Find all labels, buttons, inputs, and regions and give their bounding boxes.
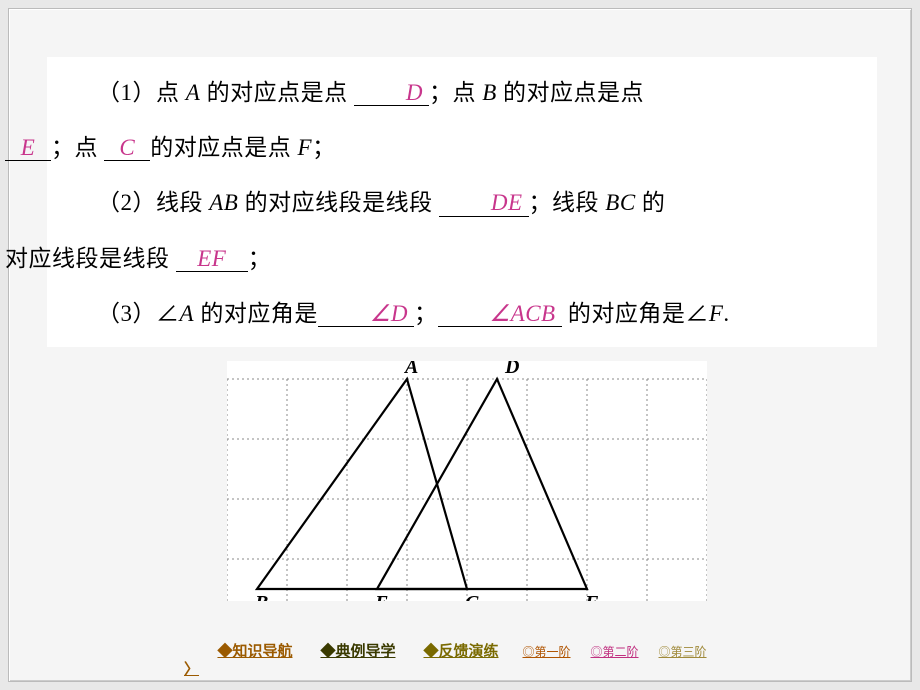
p1-suffix: ； bbox=[312, 135, 336, 160]
p2-ans2: EF bbox=[176, 246, 248, 272]
problem-1: （1）点 A 的对应点是点 D；点 B 的对应点是点 E；点 C的对应点是点 F… bbox=[51, 65, 873, 175]
p2-ans1: DE bbox=[439, 190, 529, 216]
nav-link[interactable]: ◎第一阶 bbox=[523, 643, 571, 660]
svg-text:E: E bbox=[374, 592, 388, 601]
p1-mid3: 的对应点是点 bbox=[497, 80, 644, 105]
p1-mid4: ；点 bbox=[51, 135, 98, 160]
svg-text:B: B bbox=[254, 592, 268, 601]
nav-link[interactable]: ◎第三阶 bbox=[659, 643, 707, 660]
p1-pt3: F bbox=[298, 135, 313, 160]
p1-mid1: 的对应点是点 bbox=[200, 80, 347, 105]
figure: A D B E C F bbox=[227, 361, 707, 601]
svg-text:A: A bbox=[403, 361, 418, 378]
p3-mid2: ； bbox=[414, 301, 438, 326]
p1-ans3: C bbox=[104, 135, 150, 161]
p3-angpre: ∠ bbox=[156, 301, 180, 326]
p1-ans2: E bbox=[5, 135, 51, 161]
p3-prefix: （3） bbox=[97, 301, 156, 326]
p3-mid3-a: 的对应角是 bbox=[562, 301, 686, 326]
p1-prefix: （1）点 bbox=[97, 80, 186, 105]
p2-mid2: ；线段 bbox=[529, 190, 606, 215]
p3-a1: A bbox=[180, 301, 195, 326]
p1-ans1: D bbox=[354, 80, 429, 106]
p2-mid3-b: 对应线段是线段 bbox=[5, 246, 170, 271]
nav-bar: ◆知识导航 ◆典例导学 ◆反馈演练 ◎第一阶 ◎第二阶 ◎第三阶 bbox=[9, 640, 911, 661]
nav-dangler: 〉 bbox=[184, 658, 199, 679]
p3-mid1: 的对应角是 bbox=[194, 301, 318, 326]
svg-text:F: F bbox=[584, 592, 599, 601]
p3-ans2: ∠ACB bbox=[438, 301, 562, 327]
content-box: （1）点 A 的对应点是点 D；点 B 的对应点是点 E；点 C的对应点是点 F… bbox=[47, 57, 877, 347]
problem-3: （3）∠A 的对应角是∠D；∠ACB 的对应角是∠F. bbox=[51, 286, 873, 341]
p2-prefix: （2）线段 bbox=[97, 190, 209, 215]
problem-2: （2）线段 AB 的对应线段是线段 DE；线段 BC 的 对应线段是线段 EF； bbox=[51, 175, 873, 285]
p2-suffix: ； bbox=[248, 246, 272, 271]
nav-link[interactable]: ◎第二阶 bbox=[591, 643, 639, 660]
grid-diagram: A D B E C F bbox=[227, 361, 707, 601]
svg-text:D: D bbox=[504, 361, 519, 378]
p3-ang2: ∠ bbox=[685, 301, 709, 326]
p1-mid5: 的对应点是点 bbox=[150, 135, 297, 160]
p2-seg1: AB bbox=[209, 190, 238, 215]
p3-a2: F bbox=[709, 301, 724, 326]
p1-pt1: A bbox=[186, 80, 201, 105]
svg-text:C: C bbox=[465, 592, 479, 601]
p2-seg2: BC bbox=[605, 190, 635, 215]
p3-ans1: ∠D bbox=[318, 301, 414, 327]
slide: （1）点 A 的对应点是点 D；点 B 的对应点是点 E；点 C的对应点是点 F… bbox=[8, 8, 912, 682]
p3-suffix: . bbox=[723, 301, 729, 326]
p1-mid2: ；点 bbox=[429, 80, 482, 105]
p2-mid3-a: 的 bbox=[636, 190, 666, 215]
nav-link[interactable]: ◆知识导航 bbox=[217, 640, 292, 661]
p2-mid1: 的对应线段是线段 bbox=[238, 190, 432, 215]
nav-link[interactable]: ◆典例导学 bbox=[320, 640, 395, 661]
nav-link[interactable]: ◆反馈演练 bbox=[423, 640, 498, 661]
p1-pt2: B bbox=[482, 80, 497, 105]
